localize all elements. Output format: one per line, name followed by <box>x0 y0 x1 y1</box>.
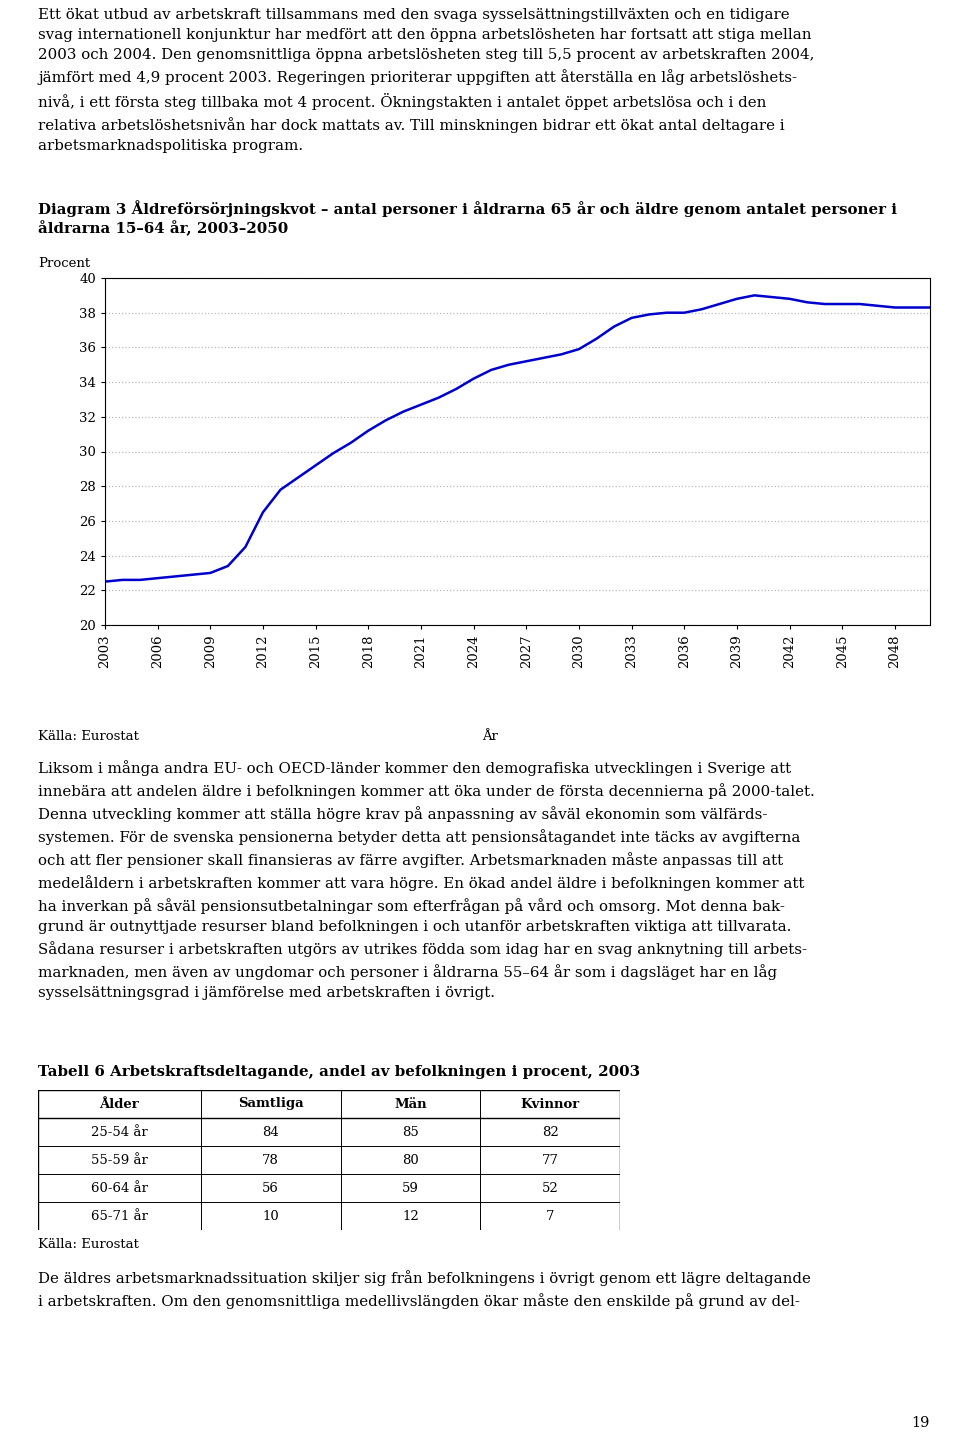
Text: 7: 7 <box>546 1210 555 1223</box>
Text: 55-59 år: 55-59 år <box>91 1154 148 1167</box>
Text: 78: 78 <box>262 1154 279 1167</box>
Text: Källa: Eurostat: Källa: Eurostat <box>38 1238 139 1251</box>
Text: 80: 80 <box>402 1154 419 1167</box>
Text: Ett ökat utbud av arbetskraft tillsammans med den svaga sysselsättningstillväxte: Ett ökat utbud av arbetskraft tillsamman… <box>38 9 814 152</box>
Text: 59: 59 <box>402 1181 419 1194</box>
Text: åldrarna 15–64 år, 2003–2050: åldrarna 15–64 år, 2003–2050 <box>38 221 288 235</box>
Text: Källa: Eurostat: Källa: Eurostat <box>38 730 139 743</box>
Text: 25-54 år: 25-54 år <box>91 1126 148 1139</box>
Text: 56: 56 <box>262 1181 279 1194</box>
Text: 10: 10 <box>262 1210 279 1223</box>
Text: Liksom i många andra EU- och OECD-länder kommer den demografiska utvecklingen i : Liksom i många andra EU- och OECD-länder… <box>38 760 815 1000</box>
Text: 85: 85 <box>402 1126 419 1139</box>
Text: Kvinnor: Kvinnor <box>520 1097 580 1110</box>
Text: År: År <box>482 730 498 743</box>
Text: 60-64 år: 60-64 år <box>91 1181 148 1194</box>
Text: Diagram 3 Åldreförsörjningskvot – antal personer i åldrarna 65 år och äldre geno: Diagram 3 Åldreförsörjningskvot – antal … <box>38 200 897 216</box>
Text: 84: 84 <box>262 1126 279 1139</box>
Text: Samtliga: Samtliga <box>238 1097 303 1110</box>
Text: 19: 19 <box>912 1416 930 1431</box>
Text: 77: 77 <box>541 1154 559 1167</box>
Text: 52: 52 <box>541 1181 559 1194</box>
Text: Procent: Procent <box>38 257 90 270</box>
Text: De äldres arbetsmarknadssituation skiljer sig från befolkningens i övrigt genom : De äldres arbetsmarknadssituation skilje… <box>38 1270 811 1309</box>
Text: Tabell 6 Arbetskraftsdeltagande, andel av befolkningen i procent, 2003: Tabell 6 Arbetskraftsdeltagande, andel a… <box>38 1065 640 1080</box>
Text: 12: 12 <box>402 1210 419 1223</box>
Text: Män: Män <box>395 1097 427 1110</box>
Text: 82: 82 <box>541 1126 559 1139</box>
Text: Ålder: Ålder <box>100 1097 139 1110</box>
Text: 65-71 år: 65-71 år <box>91 1210 148 1223</box>
